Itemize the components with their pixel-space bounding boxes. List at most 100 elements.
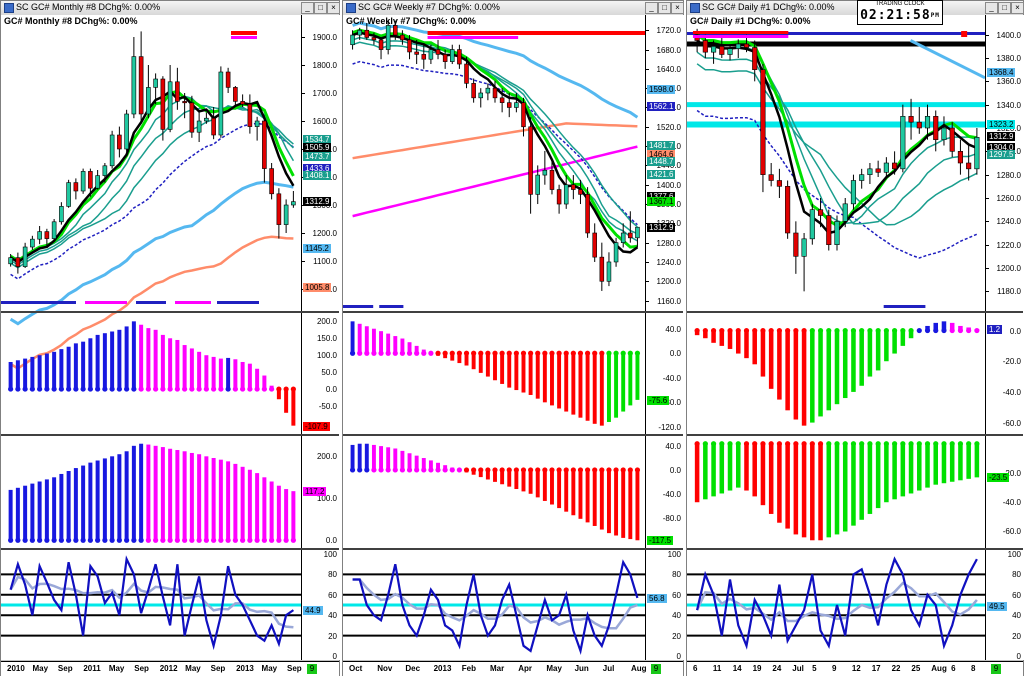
- candle: [471, 83, 476, 99]
- price-marker-label: 1368.4: [987, 67, 1016, 77]
- hist-bar: [269, 481, 274, 541]
- candle: [809, 209, 815, 240]
- macd-zero-dot: [760, 327, 766, 334]
- macd-zero-dot: [456, 350, 462, 356]
- macd-bar: [719, 330, 725, 346]
- macd-bar: [535, 353, 540, 399]
- macd-zero-dot: [974, 327, 980, 334]
- chart-plot-area[interactable]: GC# Monthly #8 DChg%: 0.00%: [1, 15, 301, 660]
- moving-average-teal-1: [352, 41, 638, 228]
- price-marker-label: 1534.7: [303, 135, 332, 145]
- maximize-button[interactable]: □: [314, 2, 327, 14]
- hist-zero-dot: [528, 467, 534, 473]
- macd-zero-dot: [182, 386, 188, 392]
- macd-zero-dot: [941, 327, 947, 334]
- chart-plot-area[interactable]: GC# Daily #1 DChg%: 0.00%: [687, 15, 985, 660]
- hist-bar: [211, 457, 216, 541]
- hist-bar: [614, 469, 619, 536]
- pane-separator[interactable]: [343, 548, 683, 550]
- macd-bar: [350, 321, 355, 354]
- minimize-button[interactable]: _: [645, 2, 658, 14]
- macd-bar: [44, 353, 49, 390]
- hist-zero-dot: [549, 467, 555, 473]
- hist-bar: [744, 443, 749, 491]
- macd-zero-dot: [776, 327, 782, 334]
- macd-zero-dot: [153, 386, 159, 392]
- status-badge[interactable]: 9: [991, 664, 1001, 674]
- stoch-slow-line: [695, 581, 978, 623]
- macd-tick-label: 50.0: [321, 368, 337, 378]
- close-button[interactable]: ×: [1011, 2, 1024, 14]
- close-button[interactable]: ×: [671, 2, 684, 14]
- hist-bar: [859, 443, 864, 520]
- hist-bar: [851, 443, 856, 526]
- time-axis-label: 2012: [159, 664, 178, 673]
- candle: [571, 184, 576, 190]
- hist-zero-dot: [941, 441, 947, 447]
- macd-bar: [189, 348, 194, 390]
- pane-separator[interactable]: [1, 548, 339, 550]
- candle: [974, 137, 980, 170]
- macd-zero-dot: [138, 386, 144, 392]
- macd-zero-dot: [131, 386, 137, 392]
- macd-bar: [760, 330, 766, 377]
- pane-separator[interactable]: [687, 548, 1023, 550]
- price-tick-mark: [986, 104, 989, 106]
- pane-separator[interactable]: [1, 434, 339, 436]
- price-tick-label: 1280.0: [656, 238, 681, 248]
- moving-average-black: [352, 31, 639, 254]
- hist-bar: [793, 443, 799, 535]
- hist-bar: [535, 469, 540, 498]
- pane-separator[interactable]: [343, 311, 683, 313]
- close-button[interactable]: ×: [327, 2, 340, 14]
- hist-bar: [485, 469, 490, 480]
- status-badge[interactable]: 9: [307, 664, 317, 674]
- hist-bar: [542, 469, 547, 501]
- hist-bar: [400, 450, 405, 470]
- time-axis-label: 22: [891, 664, 901, 673]
- macd-zero-dot: [570, 350, 576, 356]
- hist-bar: [386, 447, 391, 470]
- macd-bar: [744, 330, 749, 359]
- macd-bar: [500, 353, 505, 384]
- candle: [883, 162, 889, 173]
- price-tick-mark: [646, 300, 649, 302]
- price-tick-label: 1360.0: [996, 77, 1021, 87]
- minimize-button[interactable]: _: [985, 2, 998, 14]
- candle: [514, 102, 519, 108]
- macd-zero-dot: [428, 350, 434, 356]
- pane-separator[interactable]: [687, 311, 1023, 313]
- macd-zero-dot: [826, 327, 832, 334]
- maximize-button[interactable]: □: [658, 2, 671, 14]
- pane-separator[interactable]: [687, 434, 1023, 436]
- minimize-button[interactable]: _: [301, 2, 314, 14]
- time-axis-label: Jul: [602, 664, 615, 673]
- macd-bar: [606, 353, 611, 422]
- price-tick-mark: [302, 261, 305, 262]
- hist-bar: [571, 469, 576, 516]
- moving-average-salmon: [9, 235, 294, 370]
- macd-bar: [379, 331, 384, 354]
- macd-zero-dot: [283, 386, 289, 392]
- macd-bar: [826, 330, 832, 411]
- macd-bar: [160, 334, 165, 390]
- hist-zero-dot: [203, 537, 209, 543]
- price-marker-label: 1505.9: [303, 143, 332, 153]
- price-marker-label: 1304.0: [987, 142, 1016, 152]
- macd-zero-dot: [627, 350, 633, 356]
- candle: [702, 40, 708, 53]
- time-axis-label: May: [261, 664, 278, 673]
- price-marker-label: 1598.0: [647, 85, 676, 95]
- stoch-tick-label: 40: [328, 611, 337, 621]
- signal-bar: [427, 36, 519, 39]
- chart-plot-area[interactable]: GC# Weekly #7 DChg%: 0.00%: [343, 15, 645, 660]
- hist-zero-dot: [95, 537, 101, 543]
- macd-bar: [110, 331, 115, 390]
- status-badge[interactable]: 9: [651, 664, 661, 674]
- hist-bar: [592, 469, 597, 526]
- pane-separator[interactable]: [1, 311, 339, 313]
- app-icon: [346, 3, 356, 13]
- pane-separator[interactable]: [343, 434, 683, 436]
- maximize-button[interactable]: □: [998, 2, 1011, 14]
- macd-bar: [703, 330, 708, 339]
